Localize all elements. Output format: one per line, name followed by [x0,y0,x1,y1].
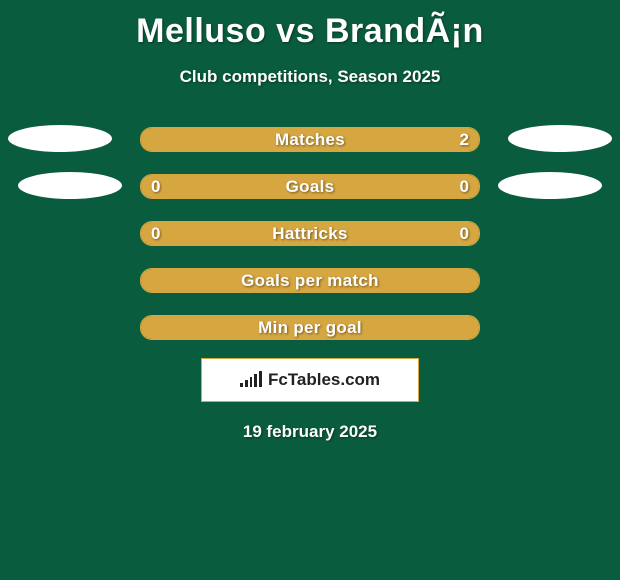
bar-track: Min per goal [140,315,480,340]
bar-track: 0 Hattricks 0 [140,221,480,246]
page-title: Melluso vs BrandÃ¡n [136,12,484,51]
logo-text: FcTables.com [268,370,380,390]
stat-value-right: 0 [460,224,469,244]
stats-area: Matches 2 0 Goals 0 0 Hattricks 0 [0,127,620,340]
fctables-logo-box: FcTables.com [201,358,419,402]
stat-row-min-per-goal: Min per goal [0,315,620,340]
stat-label: Min per goal [258,318,362,338]
stat-label: Goals [286,177,335,197]
stat-label: Hattricks [272,224,347,244]
stat-value-right: 0 [460,177,469,197]
bar-chart-icon [240,371,262,389]
stat-row-matches: Matches 2 [0,127,620,152]
stat-row-hattricks: 0 Hattricks 0 [0,221,620,246]
stat-value-right: 2 [460,130,469,150]
bar-track: 0 Goals 0 [140,174,480,199]
page-subtitle: Club competitions, Season 2025 [180,67,441,87]
stat-value-left: 0 [151,177,160,197]
footer-date: 19 february 2025 [243,422,377,442]
stat-row-goals-per-match: Goals per match [0,268,620,293]
bar-track: Goals per match [140,268,480,293]
bar-track: Matches 2 [140,127,480,152]
stat-row-goals: 0 Goals 0 [0,174,620,199]
root-container: Melluso vs BrandÃ¡n Club competitions, S… [0,0,620,454]
stat-value-left: 0 [151,224,160,244]
stat-label: Goals per match [241,271,379,291]
stat-label: Matches [275,130,345,150]
